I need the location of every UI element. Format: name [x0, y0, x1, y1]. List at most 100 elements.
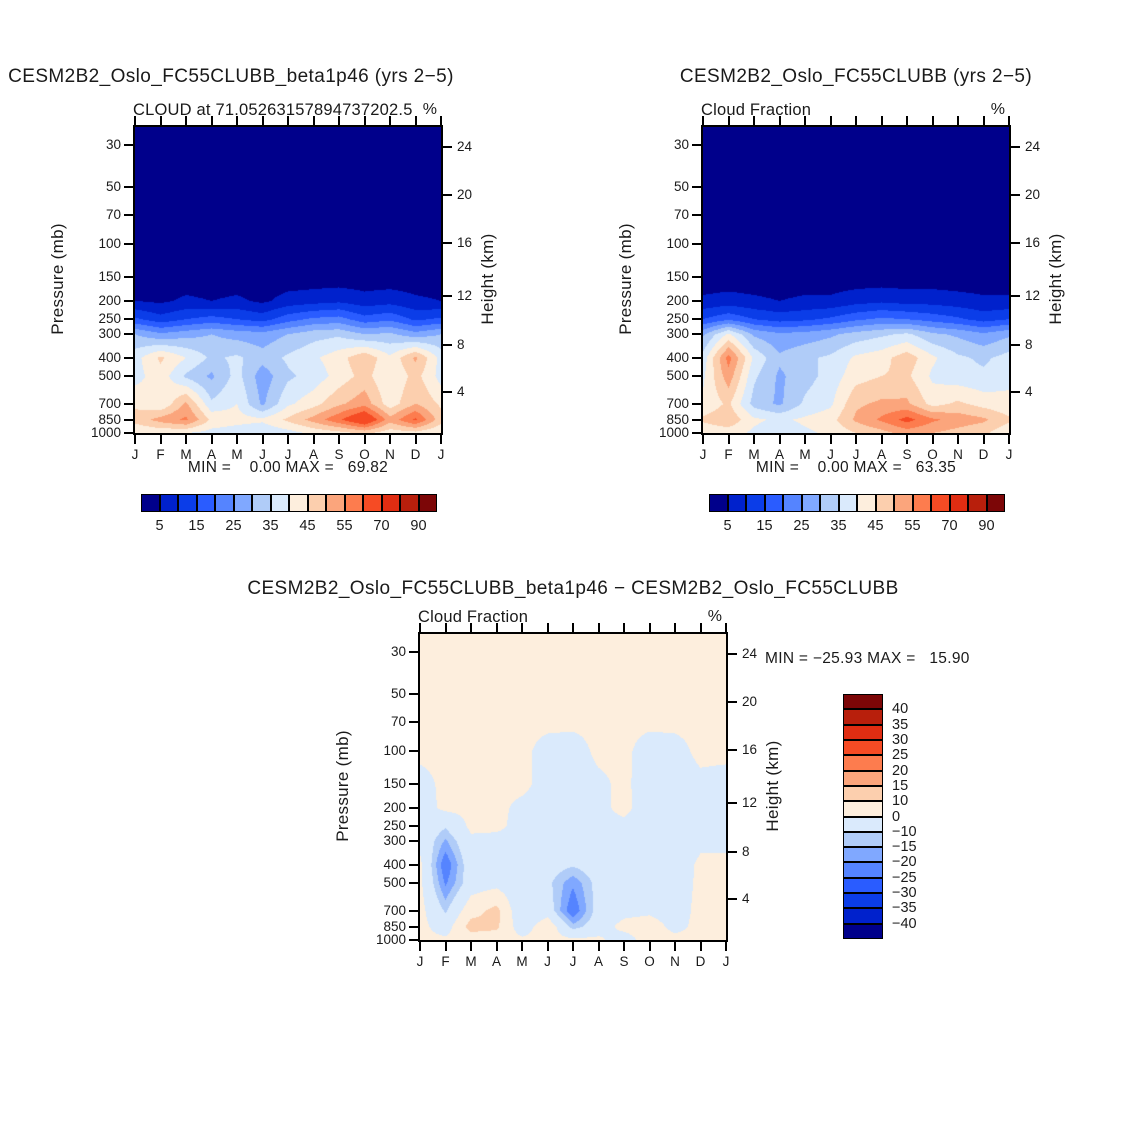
colorbar-cell	[843, 785, 883, 802]
month-tick-label: M	[231, 447, 243, 462]
pressure-tick-label: 700	[98, 395, 121, 411]
pressure-tick-label: 400	[383, 856, 406, 872]
month-tick-bottom	[804, 435, 806, 444]
month-tick-bottom	[338, 435, 340, 444]
percent-unit-label: %	[707, 608, 722, 625]
month-tick-top	[674, 623, 676, 632]
contour-field	[703, 127, 1009, 433]
month-tick-top	[931, 116, 934, 125]
month-tick-label: S	[902, 447, 912, 462]
height-tick-label: 16	[742, 741, 758, 757]
height-tick	[728, 801, 737, 804]
month-tick-top	[778, 116, 781, 125]
colorbar-cell	[843, 893, 883, 909]
month-tick-bottom	[597, 942, 600, 951]
height-tick-label: 12	[742, 794, 758, 810]
pressure-tick-label: 400	[98, 349, 121, 365]
month-tick-bottom	[957, 435, 959, 444]
colorbar-tick-label: 45	[299, 518, 316, 534]
pressure-tick	[124, 356, 133, 359]
pressure-tick	[409, 806, 418, 809]
colorbar-tick-label: −10	[892, 823, 917, 840]
month-tick-bottom	[546, 942, 549, 951]
month-tick-top	[495, 623, 498, 632]
height-tick-label: 16	[457, 234, 473, 250]
month-tick-bottom	[185, 435, 187, 444]
panel-title: CESM2B2_Oslo_FC55CLUBB_beta1p46 − CESM2B…	[247, 578, 899, 599]
pressure-tick-label: 30	[105, 137, 121, 153]
colorbar-tick-label: 70	[941, 518, 958, 534]
colorbar-cell	[894, 494, 913, 512]
colorbar-tick-label: −25	[892, 869, 917, 886]
month-tick-label: S	[619, 954, 629, 969]
height-tick	[1011, 193, 1020, 196]
colorbar-tick-label: 35	[830, 518, 847, 534]
colorbar-cell	[746, 494, 765, 512]
pressure-tick-label: 300	[98, 326, 121, 342]
colorbar-cell	[843, 908, 883, 924]
pressure-tick	[409, 750, 418, 753]
height-tick	[1011, 241, 1020, 244]
month-tick-top	[572, 623, 574, 632]
plot-frame	[418, 632, 728, 942]
height-tick	[728, 700, 737, 703]
colorbar-cell	[727, 494, 746, 512]
month-tick-bottom	[389, 435, 391, 444]
colorbar-cell	[838, 494, 857, 512]
month-tick-bottom	[159, 435, 162, 444]
month-tick-top	[287, 116, 289, 125]
colorbar-tick-label: 30	[892, 731, 909, 748]
colorbar-tick-label: 15	[892, 777, 909, 794]
height-tick	[1011, 294, 1020, 297]
colorbar-cell	[857, 494, 876, 512]
colorbar-cell	[843, 694, 883, 710]
month-tick-top	[829, 116, 832, 125]
month-tick-bottom	[623, 942, 625, 951]
pressure-tick	[124, 418, 133, 421]
colorbar-cell	[843, 709, 883, 725]
height-tick-label: 8	[457, 336, 465, 352]
height-tick	[443, 145, 452, 148]
pressure-tick-label: 50	[390, 686, 406, 702]
pressure-tick	[124, 318, 133, 321]
pressure-tick	[124, 276, 133, 279]
pressure-tick-label: 70	[673, 206, 689, 222]
month-tick-label: S	[334, 447, 344, 462]
height-tick	[443, 343, 452, 346]
month-tick-top	[440, 116, 442, 125]
colorbar-cell	[843, 816, 883, 832]
minmax-label: MIN = 0.00 MAX = 69.82	[187, 459, 389, 476]
panel-subtitle: Cloud Fraction	[701, 101, 812, 119]
colorbar-cell	[801, 494, 820, 512]
month-tick-bottom	[363, 435, 366, 444]
month-tick-bottom	[1008, 435, 1010, 444]
month-tick-label: D	[410, 447, 421, 462]
month-tick-label: A	[491, 954, 501, 969]
month-tick-label: J	[569, 954, 577, 969]
panel-title: CESM2B2_Oslo_FC55CLUBB (yrs 2−5)	[679, 66, 1033, 87]
pressure-tick-label: 1000	[375, 932, 406, 947]
colorbar-tick-label: 15	[756, 518, 773, 534]
height-tick	[728, 850, 737, 853]
colorbar-cell	[843, 831, 883, 848]
pressure-tick	[409, 882, 418, 885]
colorbar-tick-label: −30	[892, 885, 917, 902]
height-tick-label: 24	[1025, 138, 1041, 154]
pressure-tick	[692, 333, 701, 336]
pressure-tick	[409, 720, 418, 723]
height-tick-label: 20	[1025, 186, 1041, 202]
pressure-tick-label: 50	[105, 179, 121, 195]
colorbar-tick-label: 90	[410, 518, 427, 534]
month-tick-bottom	[699, 942, 702, 951]
panel-subtitle: Cloud Fraction	[418, 608, 529, 626]
pressure-tick	[692, 432, 701, 434]
pressure-tick-label: 300	[383, 833, 406, 849]
height-tick-label: 24	[457, 138, 473, 154]
month-tick-top	[185, 116, 187, 125]
contour-field	[420, 634, 726, 940]
month-tick-label: J	[131, 447, 139, 462]
colorbar-cell	[363, 494, 382, 512]
colorbar-cell	[196, 494, 215, 512]
pressure-tick	[409, 825, 418, 828]
month-tick-label: J	[416, 954, 424, 969]
